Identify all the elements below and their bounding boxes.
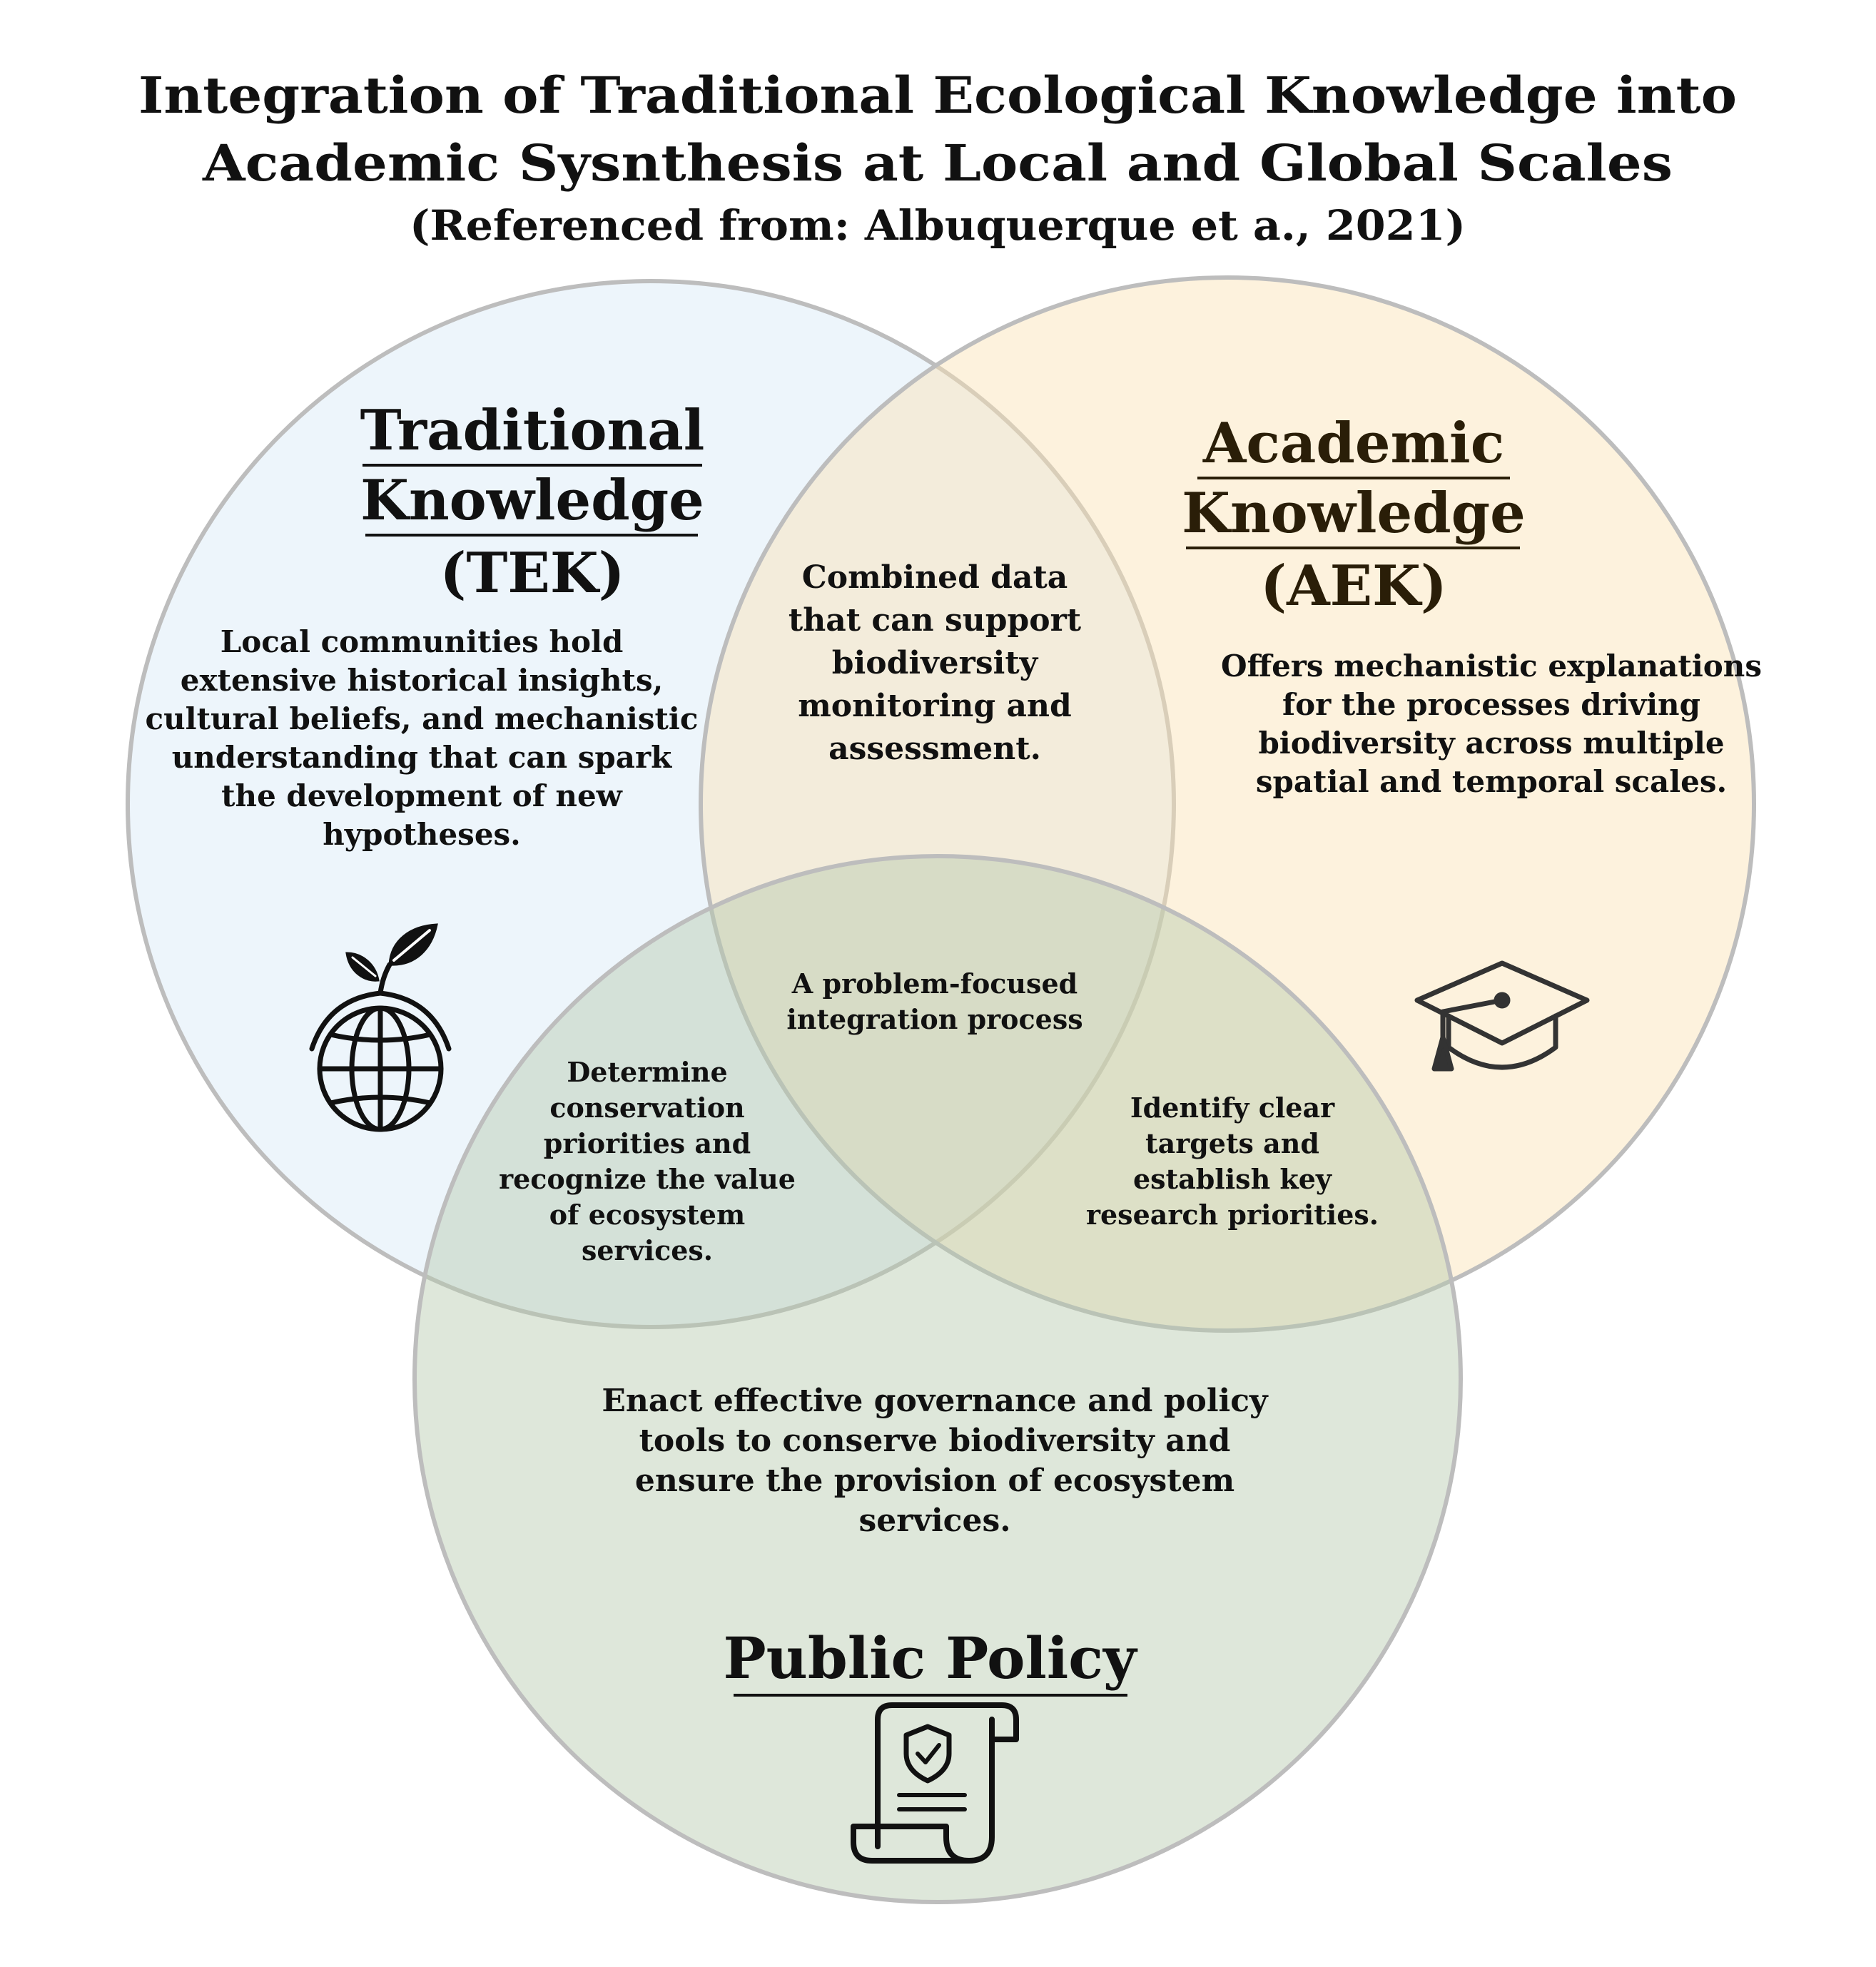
- aek-title-line-3: (AEK): [1260, 554, 1447, 619]
- aek-description-line: Offers mechanistic explanations: [1221, 649, 1762, 683]
- overlap-tek-aek-line: assessment.: [828, 731, 1041, 767]
- overlap-aek-policy-line: research priorities.: [1086, 1199, 1379, 1231]
- diagram-title: Integration of Traditional Ecological Kn…: [138, 66, 1737, 250]
- aek-description-line: for the processes driving: [1282, 687, 1700, 722]
- overlap-tek-aek: Combined data that can support biodivers…: [789, 559, 1082, 767]
- overlap-tek-policy-line: services.: [582, 1234, 713, 1266]
- policy-description-line: tools to conserve biodiversity and: [639, 1423, 1231, 1459]
- tek-description: Local communities hold extensive histori…: [146, 624, 699, 852]
- tek-description-line: extensive historical insights,: [181, 663, 663, 698]
- overlap-tek-aek-line: biodiversity: [832, 645, 1039, 681]
- policy-description-line: Enact effective governance and policy: [602, 1383, 1269, 1419]
- subtitle: (Referenced from: Albuquerque et a., 202…: [410, 201, 1466, 250]
- globe-sprout-icon: [309, 923, 452, 1132]
- overlap-aek-policy-line: establish key: [1133, 1163, 1332, 1195]
- overlap-tek-aek-line: monitoring and: [798, 688, 1072, 724]
- overlap-tek-policy-line: conservation: [549, 1092, 744, 1124]
- policy-description: Enact effective governance and policy to…: [602, 1383, 1269, 1539]
- tek-description-line: Local communities hold: [220, 624, 624, 659]
- overlap-tek-aek-line: Combined data: [802, 559, 1068, 596]
- overlap-aek-policy-line: targets and: [1145, 1127, 1319, 1159]
- overlap-center-line: integration process: [786, 1003, 1082, 1035]
- tek-title-line-1: Traditional: [360, 398, 705, 463]
- policy-description-line: services.: [858, 1503, 1010, 1539]
- graduation-cap-icon: [1414, 960, 1590, 1072]
- overlap-aek-policy: Identify clear targets and establish key…: [1086, 1092, 1379, 1231]
- tek-heading: Traditional Knowledge (TEK): [360, 398, 705, 606]
- tek-description-line: understanding that can spark: [172, 740, 672, 775]
- aek-description: Offers mechanistic explanations for the …: [1221, 649, 1762, 799]
- overlap-center: A problem-focused integration process: [786, 967, 1082, 1035]
- overlap-tek-policy: Determine conservation priorities and re…: [499, 1056, 796, 1266]
- tek-title-line-2: Knowledge: [360, 468, 704, 533]
- tek-title-line-3: (TEK): [440, 541, 624, 606]
- overlap-center-line: A problem-focused: [791, 967, 1078, 1000]
- policy-circle: [412, 854, 1463, 1904]
- policy-heading: Public Policy: [724, 1625, 1138, 1697]
- overlap-tek-policy-line: Determine: [567, 1056, 727, 1088]
- tek-description-line: the development of new: [221, 778, 623, 813]
- tek-description-line: hypotheses.: [323, 817, 521, 852]
- aek-title-line-1: Academic: [1202, 411, 1504, 476]
- overlap-tek-policy-line: of ecosystem: [549, 1199, 745, 1231]
- overlap-aek-policy-line: Identify clear: [1130, 1092, 1335, 1124]
- overlap-tek-policy-line: recognize the value: [499, 1163, 796, 1195]
- policy-description-line: ensure the provision of ecosystem: [635, 1463, 1234, 1499]
- aek-title-line-2: Knowledge: [1182, 481, 1526, 546]
- policy-scroll-icon: [851, 1702, 1019, 1864]
- overlap-tek-aek-line: that can support: [789, 602, 1082, 639]
- aek-heading: Academic Knowledge (AEK): [1182, 411, 1526, 619]
- tek-description-line: cultural beliefs, and mechanistic: [146, 701, 699, 736]
- tek-circle: [126, 279, 1176, 1329]
- overlap-tek-policy-line: priorities and: [544, 1127, 751, 1159]
- aek-description-line: spatial and temporal scales.: [1256, 764, 1727, 799]
- title-line-2: Academic Sysnthesis at Local and Global …: [202, 133, 1673, 193]
- aek-description-line: biodiversity across multiple: [1258, 726, 1724, 761]
- policy-title: Public Policy: [724, 1625, 1138, 1692]
- title-line-1: Integration of Traditional Ecological Kn…: [138, 66, 1737, 125]
